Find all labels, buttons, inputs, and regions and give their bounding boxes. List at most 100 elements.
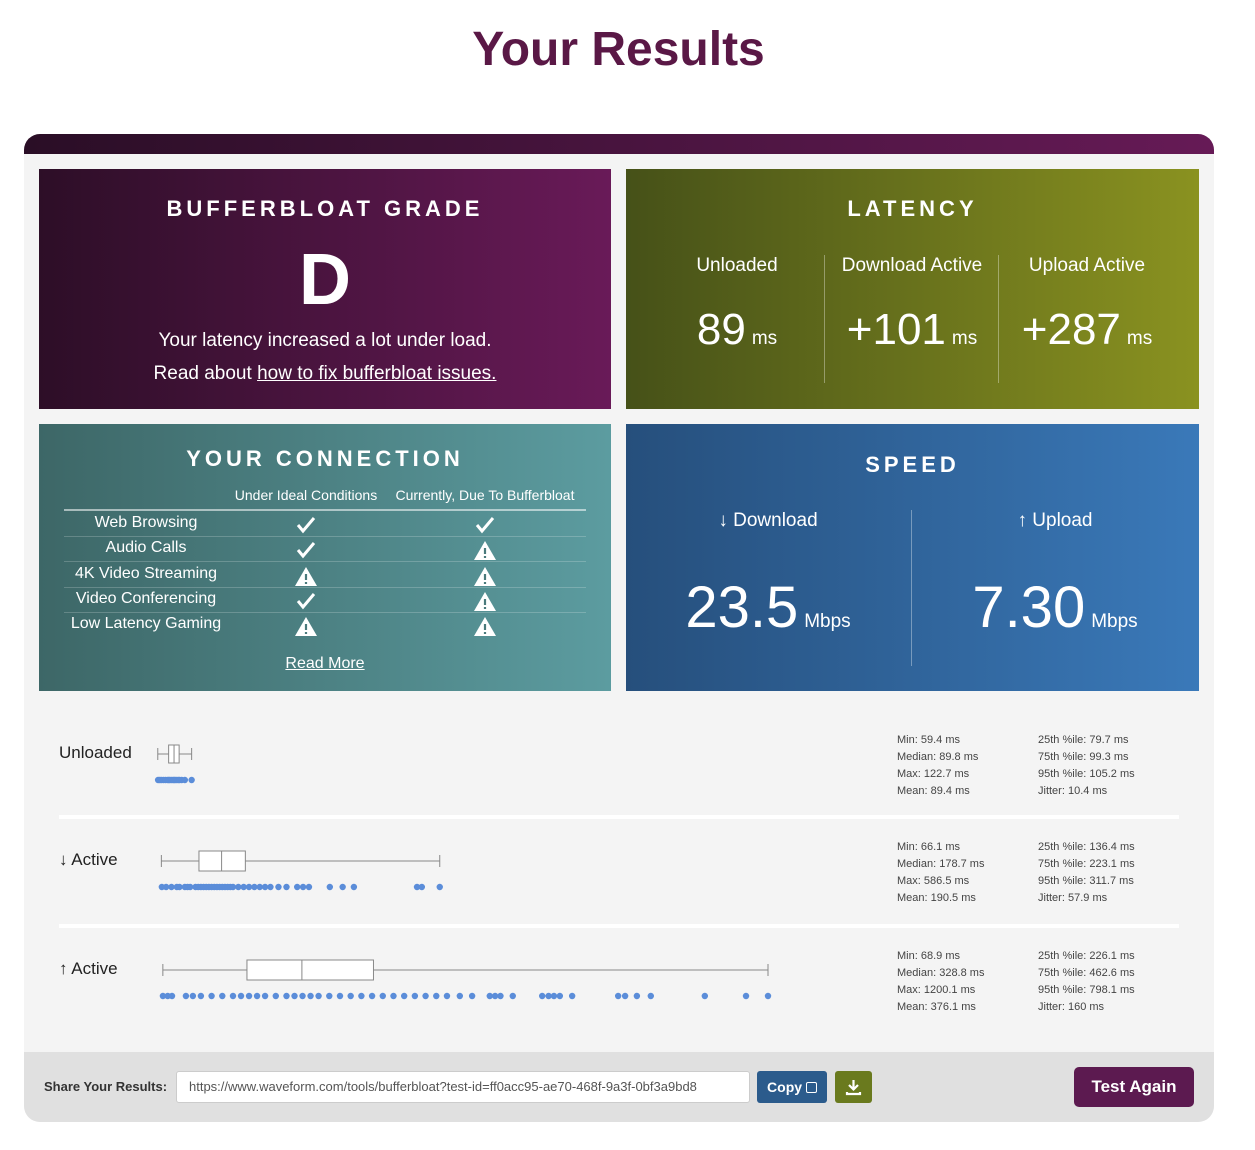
stat-unit: ms (1113, 734, 1129, 746)
speed-value-line: 7.30 Mbps (915, 574, 1195, 641)
sample-dot (251, 883, 258, 891)
sample-dot (336, 992, 344, 1000)
read-more-link[interactable]: Read More (285, 655, 365, 672)
sample-dot (701, 992, 709, 1000)
sample-dot (229, 992, 237, 1000)
sample-dot (186, 883, 194, 891)
sample-dot (379, 992, 386, 1000)
warning-icon (295, 617, 317, 637)
sample-dot (293, 883, 301, 891)
grade-message: Your latency increased a lot under load. (158, 330, 492, 351)
latency-label: Unloaded (696, 255, 778, 276)
sample-dot (261, 992, 269, 1000)
sample-dot (350, 883, 358, 891)
share-label: Share Your Results: (44, 1079, 168, 1094)
latency-unit: ms (951, 328, 978, 349)
sample-dot (621, 992, 629, 1000)
stat-label: Min: (897, 734, 918, 746)
test-again-button[interactable]: Test Again (1074, 1067, 1194, 1107)
copy-button[interactable]: Copy (757, 1071, 827, 1103)
box (246, 959, 374, 981)
sample-dot (159, 992, 167, 1000)
stat-label: Min: (897, 950, 918, 962)
sample-dot (764, 992, 772, 1000)
sample-dot (556, 992, 564, 1000)
read-more: Read More (39, 655, 611, 673)
sample-dot (538, 992, 546, 1000)
row-separator (64, 536, 586, 537)
sample-dot (307, 992, 314, 1000)
sample-dot (219, 992, 226, 1000)
table-rule (64, 509, 586, 511)
sample-dot (422, 992, 429, 1000)
stat-label: Median: (897, 858, 937, 870)
stat-line: Median: 328.8 ms (897, 967, 984, 979)
sample-dot (742, 992, 750, 1000)
sample-dot (491, 992, 499, 1000)
stat-value: 89.4 (930, 785, 953, 797)
row-label: ↓ Active (59, 850, 118, 869)
sample-dot (568, 992, 576, 1000)
stat-unit: ms (955, 785, 970, 797)
sample-dot (283, 883, 290, 891)
stat-line: Jitter: 10.4 ms (1038, 785, 1107, 797)
sample-dot (235, 883, 242, 891)
sample-dot (647, 992, 654, 1000)
stat-value: 79.7 (1089, 734, 1111, 746)
warning-icon (295, 566, 317, 586)
sample-dot (229, 883, 237, 891)
stat-value: 122.7 (923, 768, 952, 780)
sample-dot (261, 883, 269, 891)
stat-unit: ms (945, 841, 960, 853)
stat-unit: ms (1119, 768, 1135, 780)
sample-dot (181, 776, 189, 784)
stat-unit: ms (969, 967, 985, 979)
sample-dot (614, 992, 622, 1000)
stat-unit: ms (1119, 841, 1135, 853)
sample-dot (456, 992, 464, 1000)
stat-value: 89.8 (939, 751, 961, 763)
divider (824, 255, 825, 383)
stat-unit: ms (1119, 875, 1134, 887)
sample-dot (347, 992, 354, 1000)
stat-line: 75th %ile: 99.3 ms (1038, 751, 1129, 763)
check-mark (475, 517, 495, 534)
sample-dot (256, 883, 263, 891)
stat-value: 1200.1 (923, 984, 958, 996)
sample-dot (283, 992, 290, 1000)
stat-unit: ms (960, 984, 976, 996)
stat-line: Min: 59.4 ms (897, 734, 960, 746)
stat-line: Jitter: 57.9 ms (1038, 892, 1107, 904)
stat-value: 190.5 (930, 892, 959, 904)
stat-line: 95th %ile: 798.1 ms (1038, 984, 1135, 996)
download-button[interactable] (835, 1071, 872, 1103)
stat-label: Median: (897, 751, 937, 763)
check-mark (296, 542, 316, 559)
sample-dot (299, 883, 307, 891)
stat-unit: ms (1092, 785, 1108, 797)
sample-dot (162, 883, 170, 891)
stat-line: 25th %ile: 79.7 ms (1038, 734, 1129, 746)
latency-unit: ms (751, 328, 778, 349)
stat-value: 59.4 (920, 734, 943, 746)
speed-value: 7.30 (972, 575, 1086, 640)
row-label: Video Conferencing (75, 589, 217, 607)
row-label: 4K Video Streaming (74, 564, 217, 582)
stat-unit: ms (1119, 858, 1135, 870)
stat-line: 25th %ile: 226.1 ms (1038, 950, 1135, 962)
latency-label: Upload Active (1028, 255, 1146, 276)
sample-dot (168, 883, 175, 891)
row-label: Web Browsing (94, 514, 198, 531)
check-icon (296, 517, 316, 534)
stat-unit: ms (1092, 892, 1108, 904)
stat-unit: ms (945, 734, 960, 746)
fix-link[interactable]: how to fix bufferbloat issues. (257, 363, 497, 384)
sample-dot (245, 883, 253, 891)
stat-label: 25th %ile: (1038, 950, 1087, 962)
sample-dot (368, 992, 376, 1000)
share-url-input[interactable]: https://www.waveform.com/tools/bufferblo… (176, 1071, 750, 1103)
stat-value: 226.1 (1089, 950, 1117, 962)
stat-unit: ms (1119, 967, 1135, 979)
